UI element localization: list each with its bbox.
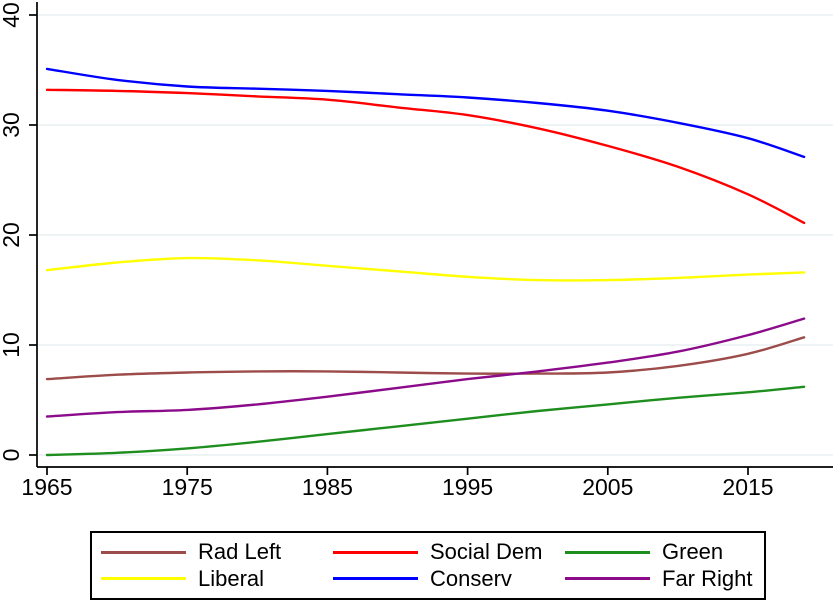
legend-line-swatch-green	[565, 550, 650, 554]
series-line-rad-left	[45, 336, 806, 381]
series-line-conserv	[45, 67, 806, 159]
legend-line-swatch-conserv	[333, 577, 418, 581]
series-line-social-dem	[45, 88, 806, 225]
y-tick-label-10: 10	[0, 332, 24, 358]
legend-label-liberal: Liberal	[198, 565, 265, 591]
y-tick-label-40: 40	[0, 2, 24, 28]
x-tick-label-1975: 1975	[162, 474, 213, 500]
legend-label-social-dem: Social Dem	[430, 539, 543, 565]
chart-legend: Rad Left Social Dem Green Liberal Conserv Far…	[90, 531, 766, 600]
legend-line-swatch-liberal	[101, 577, 186, 581]
legend-line-swatch-far-right	[565, 577, 650, 581]
series-line-far-right	[45, 317, 806, 418]
legend-item-rad-left: Rad Left	[101, 541, 333, 563]
y-tick-label-30: 30	[0, 112, 24, 138]
y-tick-label-20: 20	[0, 222, 24, 248]
x-tick-label-1965: 1965	[21, 474, 72, 500]
series-line-liberal	[45, 256, 806, 282]
legend-label-conserv: Conserv	[430, 565, 512, 591]
legend-label-far-right: Far Right	[662, 565, 753, 591]
y-tick-label-0: 0	[0, 449, 24, 462]
x-tick-label-1995: 1995	[442, 474, 493, 500]
legend-item-social-dem: Social Dem	[333, 541, 565, 563]
series-line-green	[45, 385, 806, 457]
legend-label-rad-left: Rad Left	[198, 539, 282, 565]
legend-item-conserv: Conserv	[333, 565, 565, 591]
x-tick-label-2015: 2015	[722, 474, 773, 500]
x-tick-label-1985: 1985	[302, 474, 353, 500]
legend-item-far-right: Far Right	[565, 565, 760, 591]
legend-line-swatch-rad-left	[101, 550, 186, 554]
x-tick-label-2005: 2005	[582, 474, 633, 500]
legend-line-swatch-social-dem	[333, 550, 418, 554]
line-chart: 0 10 20 30 40 1965 1975 1985 1995 2005 2015	[0, 2, 833, 500]
legend-label-green: Green	[662, 539, 724, 565]
legend-item-green: Green	[565, 541, 760, 563]
legend-item-liberal: Liberal	[101, 565, 333, 591]
